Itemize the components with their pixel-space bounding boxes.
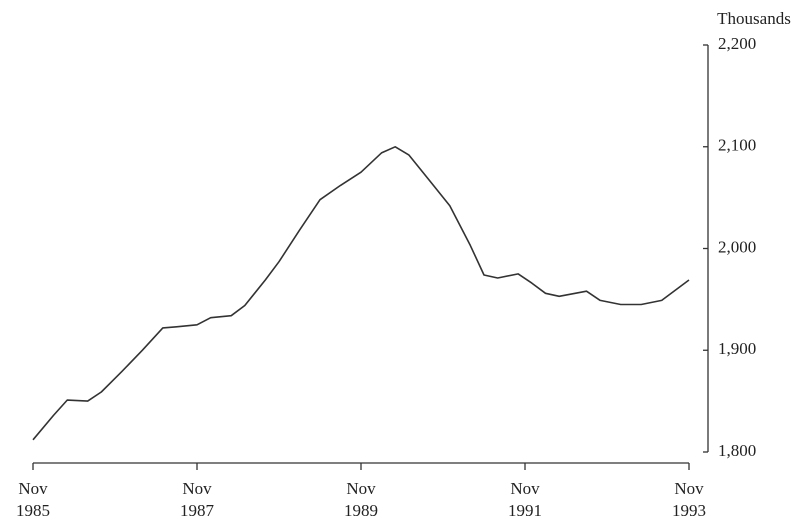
x-tick-label: Nov — [674, 479, 704, 498]
y-tick-label: 2,000 — [718, 237, 756, 256]
x-tick-label: 1987 — [180, 501, 215, 520]
y-tick-label: 1,900 — [718, 339, 756, 358]
y-tick-label: 2,200 — [718, 34, 756, 53]
x-tick-label: Nov — [510, 479, 540, 498]
x-tick-label: 1993 — [672, 501, 706, 520]
x-tick-label: 1985 — [16, 501, 50, 520]
x-tick-label: Nov — [182, 479, 212, 498]
x-tick-label: 1991 — [508, 501, 542, 520]
x-tick-label: Nov — [18, 479, 48, 498]
y-tick-label: 2,100 — [718, 136, 756, 155]
y-axis-label: Thousands — [717, 9, 791, 28]
x-tick-label: Nov — [346, 479, 376, 498]
data-line — [32, 146, 690, 441]
x-tick-label: 1989 — [344, 501, 378, 520]
y-tick-label: 1,800 — [718, 441, 756, 460]
